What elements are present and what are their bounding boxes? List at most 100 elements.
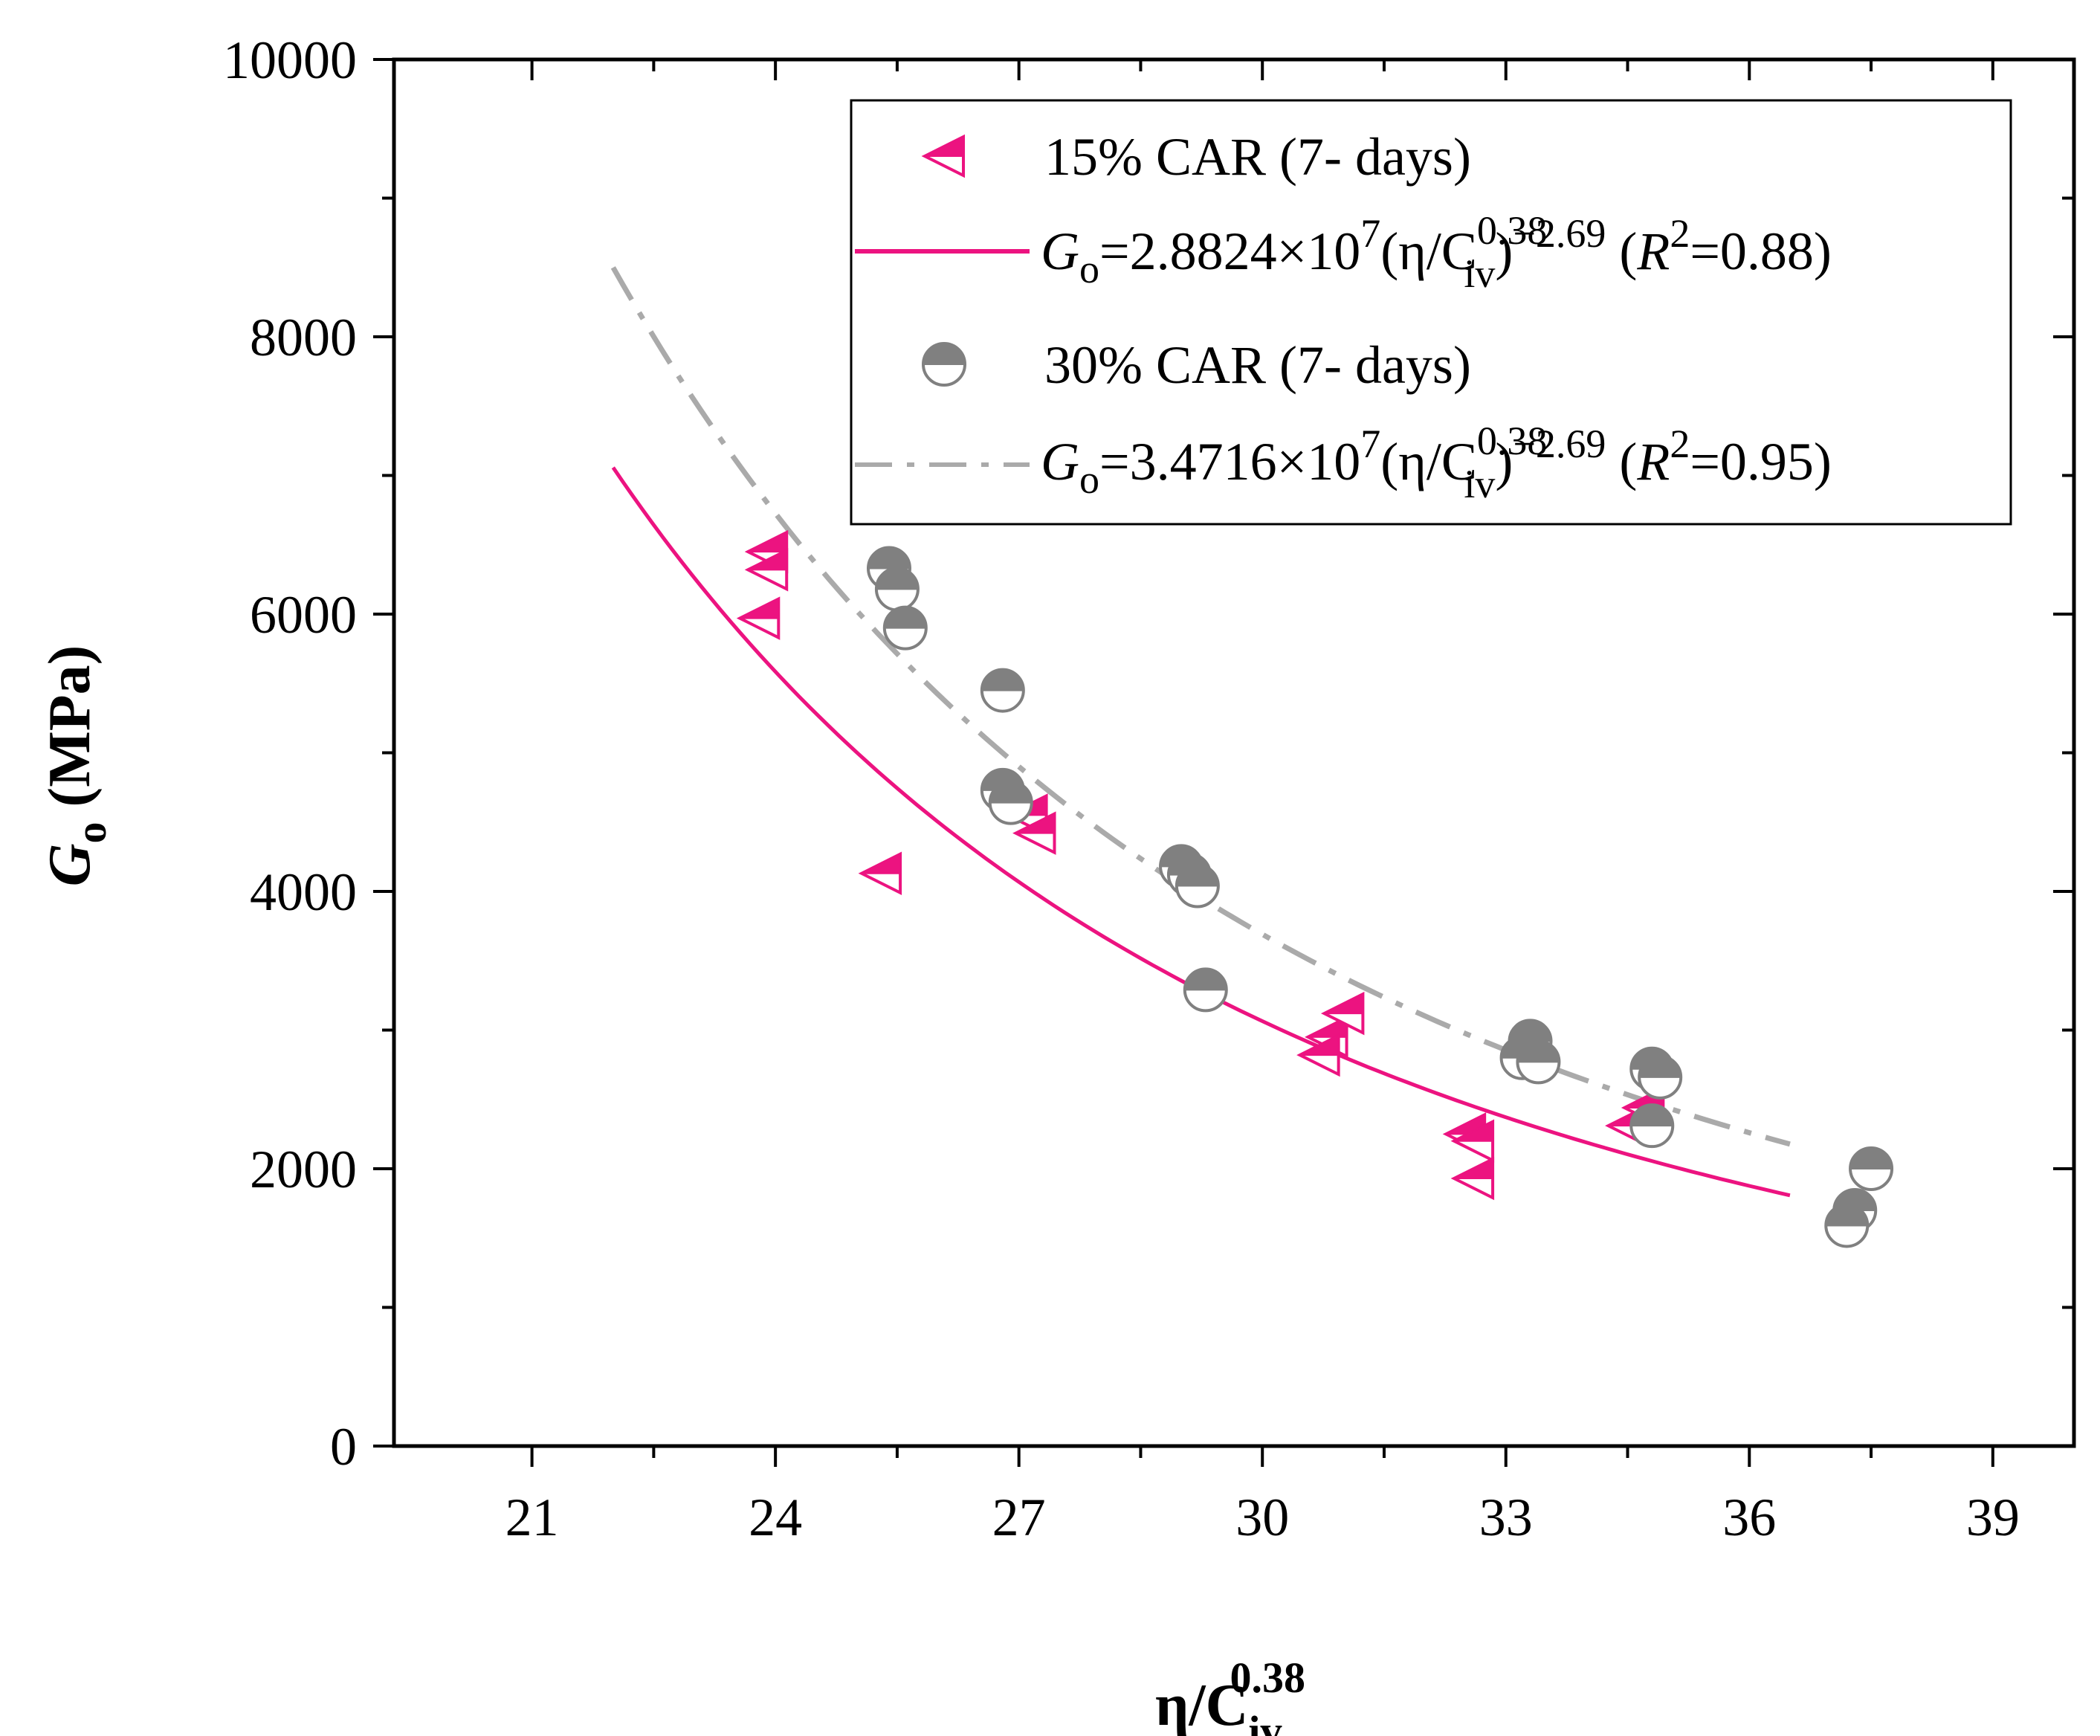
x-tick-label: 27 — [992, 1488, 1046, 1547]
data-point-30pct — [1824, 1203, 1870, 1248]
marker-fill — [1299, 1034, 1340, 1056]
marker-fill — [739, 597, 780, 619]
x-tick-label: 36 — [1722, 1488, 1776, 1547]
legend-equation-part: −2.69 — [1513, 211, 1606, 256]
legend-equation-part: ( — [1606, 432, 1637, 491]
data-point-15pct — [736, 596, 781, 640]
legend-equation-part: 2 — [1670, 422, 1690, 466]
marker-fill — [924, 135, 964, 157]
legend-label-30pct-fit: Go=3.4716×107(η/C0.38 iv)−2.69 (R2=0.95) — [1041, 419, 1832, 506]
legend-equation-part: G — [1041, 222, 1079, 281]
x-tick-label: 21 — [505, 1488, 559, 1547]
legend-label-15pct: 15% CAR (7- days) — [1044, 127, 1471, 187]
marker-fill — [1516, 1040, 1560, 1063]
legend-equation-part: =3.4716×10 — [1099, 432, 1360, 491]
marker-fill — [1183, 968, 1227, 991]
data-point-30pct — [1849, 1146, 1894, 1191]
data-point-30pct — [882, 605, 928, 651]
marker-fill — [747, 531, 788, 553]
marker-fill — [867, 546, 911, 569]
y-tick-label: 6000 — [250, 585, 357, 645]
marker-fill — [980, 668, 1024, 691]
legend-box — [850, 99, 2012, 526]
data-point-30pct — [980, 668, 1025, 713]
marker-fill — [883, 606, 927, 629]
legend-equation-part: o — [1079, 247, 1099, 291]
legend-label-15pct-fit: Go=2.8824×107(η/C0.38 iv)−2.69 (R2=0.88) — [1041, 208, 1832, 296]
marker-fill — [1453, 1158, 1494, 1180]
y-axis-title-sub: o — [67, 822, 115, 843]
marker-fill — [1175, 864, 1219, 887]
marker-fill — [1323, 993, 1364, 1015]
legend-equation-part: 0.38 — [1477, 208, 1548, 253]
marker-fill — [1015, 813, 1056, 834]
legend-equation-part: iv — [1464, 251, 1495, 296]
marker-fill — [989, 781, 1033, 804]
legend-marker-30pct — [922, 342, 966, 387]
legend-equation-part: o — [1079, 457, 1099, 502]
data-point-15pct — [744, 548, 789, 592]
y-tick-label: 10000 — [223, 30, 357, 90]
legend-label-30pct: 30% CAR (7- days) — [1044, 335, 1471, 395]
legend-equation-part: G — [1041, 432, 1079, 491]
legend-equation-part: =2.8824×10 — [1099, 222, 1360, 281]
data-point-15pct — [1012, 811, 1056, 855]
legend-equation-part: 2 — [1670, 211, 1690, 256]
data-point-30pct — [1629, 1103, 1675, 1149]
y-tick-label: 8000 — [250, 308, 357, 367]
marker-fill — [1638, 1055, 1682, 1078]
marker-fill — [861, 853, 902, 874]
legend-equation-part: ) — [1495, 222, 1513, 281]
marker-fill — [875, 567, 919, 590]
y-axis-title-base: G — [37, 843, 103, 886]
data-point-30pct — [874, 567, 920, 612]
x-tick-label: 30 — [1235, 1488, 1289, 1547]
marker-fill — [1825, 1204, 1869, 1227]
legend-marker-15pct — [921, 134, 965, 178]
x-axis-title-base: η/C — [1155, 1673, 1248, 1736]
legend-equation-part: =0.95) — [1690, 432, 1832, 491]
data-point-30pct — [1183, 967, 1228, 1013]
legend: 15% CAR (7- days) Go=2.8824×107(η/C0.38 i… — [850, 99, 2012, 526]
data-point-15pct — [1450, 1119, 1495, 1163]
legend-equation-part: 7 — [1360, 422, 1380, 466]
marker-fill — [1849, 1147, 1893, 1169]
data-point-30pct — [866, 546, 911, 591]
legend-equation-part: ) — [1495, 432, 1513, 491]
y-tick-label: 4000 — [250, 862, 357, 922]
x-axis-title-sup: 0.38 — [1230, 1653, 1306, 1702]
x-tick-label: 39 — [1966, 1488, 2020, 1547]
legend-equation-part: R — [1636, 432, 1670, 491]
legend-equation-part: R — [1636, 222, 1670, 281]
y-tick-label: 2000 — [250, 1140, 357, 1199]
legend-equation-part: −2.69 — [1513, 422, 1606, 466]
legend-equation-part: (η/C — [1380, 222, 1477, 281]
marker-fill — [747, 549, 788, 571]
legend-equation-part: 7 — [1360, 211, 1380, 256]
marker-fill — [1453, 1120, 1494, 1142]
legend-equation-part: ( — [1606, 222, 1637, 281]
data-point-15pct — [1320, 991, 1365, 1036]
y-axis-title-unit: (MPa) — [37, 645, 103, 822]
axis-ticks — [373, 58, 2074, 1467]
x-tick-label: 24 — [749, 1488, 802, 1547]
legend-equation-part: =0.88) — [1690, 222, 1832, 281]
marker-fill — [1308, 1016, 1348, 1038]
legend-triangle-marker — [921, 134, 965, 178]
legend-circle-marker — [922, 342, 966, 387]
y-tick-label: 0 — [330, 1417, 357, 1477]
x-axis-title: η/Civ 0.38 — [1155, 1653, 1305, 1736]
marker-fill — [922, 343, 966, 365]
data-point-15pct — [858, 851, 902, 895]
data-point-15pct — [1296, 1033, 1340, 1077]
x-axis-title-sub: iv — [1248, 1707, 1282, 1736]
data-point-30pct — [1516, 1039, 1561, 1085]
legend-equation-part: 0.38 — [1477, 419, 1548, 463]
data-markers — [736, 529, 1894, 1248]
legend-equation-part: iv — [1464, 462, 1495, 506]
marker-fill — [1630, 1104, 1674, 1127]
data-point-15pct — [1450, 1156, 1495, 1201]
y-axis-title: Go (MPa) — [37, 645, 115, 886]
